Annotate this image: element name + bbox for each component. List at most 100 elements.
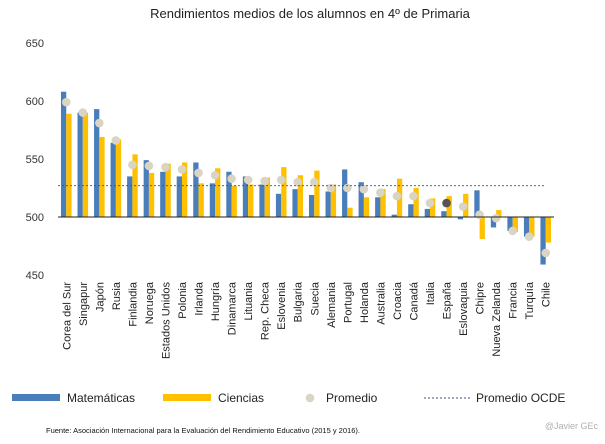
dot-promedio [458,202,468,211]
x-category-label: Canadá [408,281,420,320]
x-category-label: Japón [94,282,106,312]
x-category-label: Chipre [475,282,487,314]
dot-promedio [359,184,369,194]
bar-matematicas [94,109,100,217]
bar-ciencias [281,167,287,217]
bar-ciencias [198,183,204,217]
bar-matematicas [391,214,397,217]
bar-ciencias [99,136,105,217]
bar-matematicas [209,183,216,217]
x-category-label: Francia [508,281,520,319]
bar-matematicas [325,191,331,217]
bar-matematicas [540,217,546,265]
bar-matematicas [375,197,381,217]
dot-promedio [508,226,517,236]
x-category-label: Bulgaria [293,281,305,322]
dot-promedio [78,108,88,117]
dot-promedio [95,118,104,128]
source-note: Fuente: Asociación Internacional para la… [46,426,360,435]
dot-promedio [343,183,352,193]
x-category-label: España [442,281,454,319]
x-category-label: Chile [541,282,553,307]
x-category-label: Noruega [144,281,156,324]
bar-matematicas [193,162,199,217]
dot-promedio [541,248,551,258]
dot-promedio [309,177,319,187]
bar-matematicas [424,208,430,217]
bar-matematicas [308,194,315,217]
x-category-label: Alemania [326,281,338,328]
dot-promedio [524,232,534,242]
x-category-label: Eslovaquia [458,281,470,336]
y-tick-label: 650 [26,38,44,50]
dot-promedio [177,165,187,174]
bar-matematicas [292,189,298,217]
bar-matematicas [160,171,166,217]
bar-ciencias [479,217,485,240]
bar-matematicas [242,176,249,217]
dot-promedio [276,175,286,185]
bar-matematicas [441,211,447,217]
bar-matematicas [176,176,182,217]
legend-label: Matemáticas [67,391,135,405]
legend-swatch [12,394,60,401]
dot-promedio [243,175,253,185]
y-tick-label: 450 [26,270,44,282]
dot-promedio-highlight [442,198,451,208]
bar-matematicas [60,91,67,217]
x-category-label: Estados Unidos [160,282,172,360]
bar-ciencias [182,162,188,217]
x-category-label: Portugal [342,282,354,323]
bar-matematicas [226,171,232,217]
dot-promedio [409,191,418,201]
legend-label: Promedio [326,391,378,405]
bar-ciencias [496,210,502,217]
x-category-label: Australia [375,281,387,325]
bar-matematicas [408,204,414,217]
bar-ciencias [115,139,122,217]
legend-swatch [305,393,315,403]
dot-promedio [111,136,121,145]
x-category-label: Irlanda [194,281,206,316]
dot-promedio [61,97,71,107]
x-category-label: Italia [425,281,437,305]
bar-matematicas [259,184,265,217]
bar-matematicas [490,217,497,228]
bar-matematicas [523,217,530,237]
author-credit: @Javier GEc [545,421,599,431]
bar-ciencias [215,168,221,217]
dot-promedio [293,177,303,187]
y-tick-label: 500 [26,212,44,224]
dot-promedio [260,176,269,186]
x-category-label: Croacia [392,281,404,320]
x-category-label: Finlandia [127,281,139,327]
bar-matematicas [342,169,348,217]
bar-ciencias [413,188,419,217]
y-tick-label: 550 [26,154,44,166]
legend-label: Promedio OCDE [476,391,565,405]
bar-ciencias [148,172,155,217]
bar-matematicas [474,190,480,217]
chart-title: Rendimientos medios de los alumnos en 4º… [150,6,471,21]
x-category-label: Lituania [243,281,255,320]
x-category-label: Hungría [210,281,222,321]
bar-matematicas [275,193,282,217]
x-category-label: Turquía [524,281,536,319]
bar-matematicas [358,182,364,217]
bar-ciencias [264,177,270,217]
dot-promedio [227,174,236,184]
bar-matematicas [110,142,116,217]
dot-promedio [210,170,220,180]
bar-matematicas [507,217,513,231]
x-category-label: Corea del Sur [61,282,73,350]
bar-ciencias [363,197,370,217]
x-category-label: Singapur [78,282,90,326]
y-tick-label: 600 [26,96,44,108]
dot-promedio [128,160,137,170]
dot-promedio [475,210,484,219]
bar-ciencias [297,175,304,217]
dot-promedio [425,198,435,208]
dot-promedio [144,161,154,171]
